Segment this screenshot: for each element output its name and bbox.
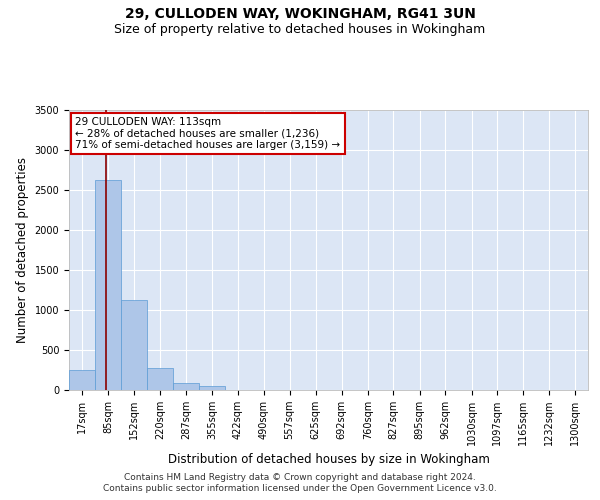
- Bar: [95, 180, 121, 390]
- Text: 29, CULLODEN WAY, WOKINGHAM, RG41 3UN: 29, CULLODEN WAY, WOKINGHAM, RG41 3UN: [125, 8, 475, 22]
- Text: Distribution of detached houses by size in Wokingham: Distribution of detached houses by size …: [168, 452, 490, 466]
- Bar: [199, 386, 225, 390]
- Bar: [147, 368, 173, 390]
- Text: Size of property relative to detached houses in Wokingham: Size of property relative to detached ho…: [115, 22, 485, 36]
- Text: Contains public sector information licensed under the Open Government Licence v3: Contains public sector information licen…: [103, 484, 497, 493]
- Text: Contains HM Land Registry data © Crown copyright and database right 2024.: Contains HM Land Registry data © Crown c…: [124, 472, 476, 482]
- Bar: [69, 370, 95, 390]
- Text: 29 CULLODEN WAY: 113sqm
← 28% of detached houses are smaller (1,236)
71% of semi: 29 CULLODEN WAY: 113sqm ← 28% of detache…: [75, 117, 340, 150]
- Bar: [173, 383, 199, 390]
- Bar: [121, 300, 147, 390]
- Y-axis label: Number of detached properties: Number of detached properties: [16, 157, 29, 343]
